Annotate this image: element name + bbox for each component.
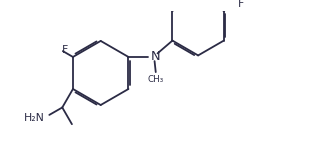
Text: H₂N: H₂N [24, 113, 45, 123]
Text: CH₃: CH₃ [148, 75, 164, 84]
Text: N: N [151, 50, 161, 63]
Text: F: F [62, 45, 68, 55]
Text: F: F [238, 0, 244, 9]
